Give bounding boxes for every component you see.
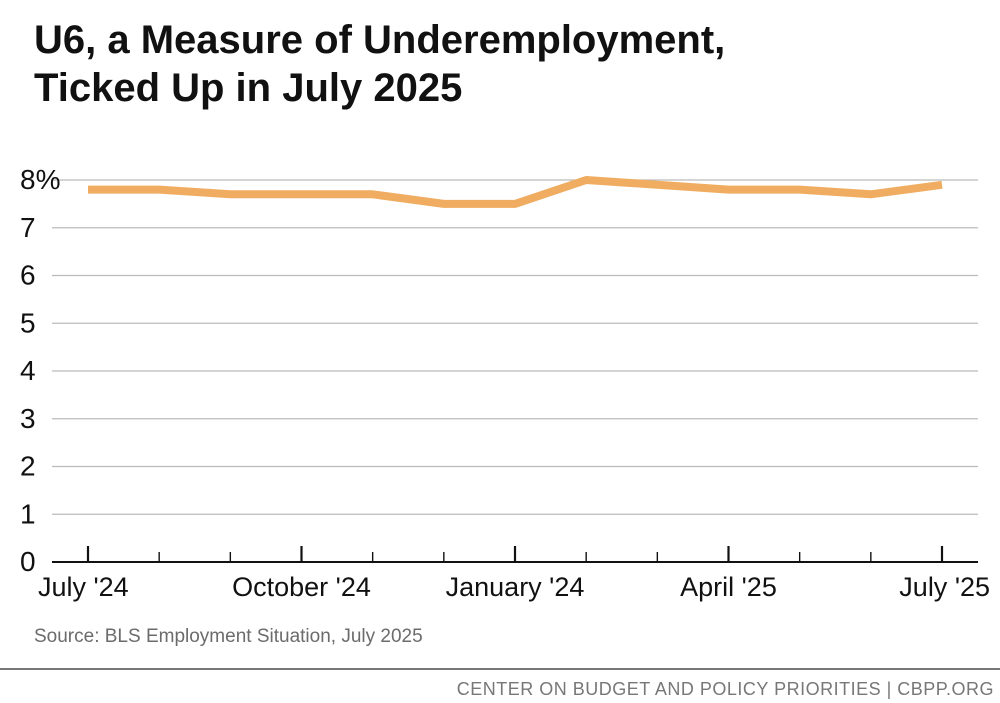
series-layer [88,176,943,208]
y-tick-label-7: 7 [20,212,36,243]
footer-credit: CENTER ON BUDGET AND POLICY PRIORITIES |… [456,679,994,699]
footer-divider [0,668,1000,670]
x-tick-label-9: April '25 [680,572,777,602]
chart-title-line-2: Ticked Up in July 2025 [34,66,463,110]
y-tick-label-6: 6 [20,260,36,291]
source-note: Source: BLS Employment Situation, July 2… [34,626,423,647]
y-tick-label-1: 1 [20,498,36,529]
x-tick-label-6: January '24 [446,572,585,602]
gridlines [52,179,978,515]
x-tick-label-0: July '24 [38,572,129,602]
y-tick-label-2: 2 [20,451,36,482]
series-line-0 [88,176,943,208]
y-tick-label-5: 5 [20,307,36,338]
line-chart: 0 1 2 3 4 5 6 7 8% July '24 October '24 January '2… [20,164,990,602]
y-tick-label-4: 4 [20,355,36,386]
x-tick-label-12: July '25 [899,572,990,602]
y-axis-labels: 0 1 2 3 4 5 6 7 8% [20,164,60,577]
x-axis: July '24 October '24 January '24 April '25 J… [38,546,990,602]
chart-title-line-1: U6, a Measure of Underemployment, [34,18,726,62]
y-tick-label-3: 3 [20,403,36,434]
y-tick-label-8: 8% [20,164,60,195]
x-tick-label-3: October '24 [232,572,371,602]
chart-title: U6, a Measure of Underemployment, Ticked… [34,16,974,112]
y-tick-label-0: 0 [20,546,36,577]
